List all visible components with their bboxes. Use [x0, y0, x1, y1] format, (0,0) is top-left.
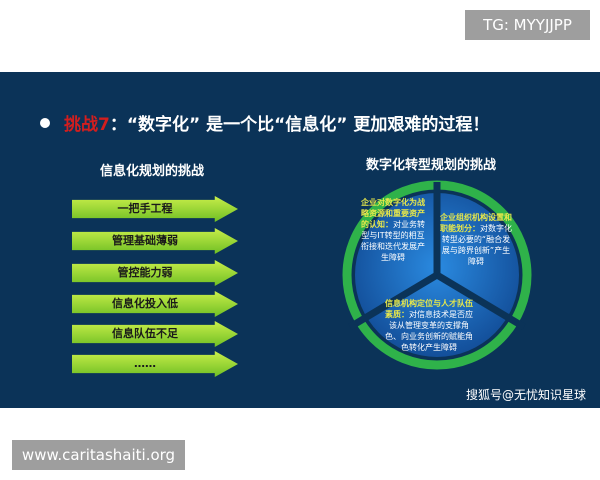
tg-badge: TG: MYYJJPP	[465, 10, 590, 40]
left-heading: 信息化规划的挑战	[100, 164, 205, 179]
right-heading: 数字化转型规划的挑战	[366, 158, 497, 173]
challenge-arrow: ……	[72, 351, 238, 377]
challenge-arrow: 信息化投入低	[72, 291, 238, 317]
slide-title: 挑战7：“数字化” 是一个比“信息化” 更加艰难的过程！	[40, 110, 489, 135]
watermark: 搜狐号@无忧知识星球	[466, 388, 587, 402]
challenge-arrow: 管理基础薄弱	[72, 228, 238, 254]
divider	[348, 271, 439, 331]
cycle-diagram	[342, 180, 532, 370]
site-badge: www.caritashaiti.org	[12, 440, 185, 470]
challenge-arrow: 一把手工程	[72, 196, 238, 222]
challenge-arrow: 管控能力弱	[72, 260, 238, 286]
divider	[435, 271, 526, 331]
segment-3: 信息机构定位与人才队伍素质：对信息技术是否应该从管理变革的支撑角色、向业务创新的…	[385, 299, 473, 352]
challenge-arrow: 信息队伍不足	[72, 321, 238, 347]
bullet-icon	[40, 118, 50, 128]
title-text: ：“数字化” 是一个比“信息化” 更加艰难的过程！	[109, 115, 490, 135]
segment-2: 企业组织机构设置和职能划分：对数字化转型必要的“融合发展与跨界创新”产生障碍	[440, 213, 512, 266]
segment-1: 企业对数字化为战略资源和重要资产的认知：对业务转型与IT转型的相互衔接和迭代发展…	[361, 198, 425, 262]
slide: 挑战7：“数字化” 是一个比“信息化” 更加艰难的过程！ 信息化规划的挑战 一把…	[0, 72, 600, 408]
title-highlight: 挑战7	[64, 115, 110, 135]
